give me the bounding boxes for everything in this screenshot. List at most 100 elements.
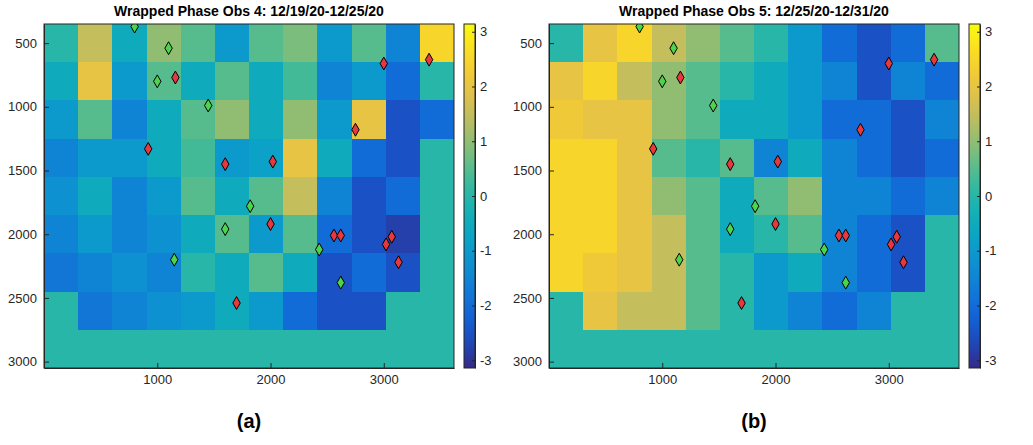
phase-cell <box>420 330 454 368</box>
phase-cell <box>283 139 318 178</box>
y-tick-label: 3000 <box>513 354 542 369</box>
diamond-marker <box>425 53 432 66</box>
phase-cell <box>352 292 387 331</box>
phase-cell <box>617 330 652 368</box>
y-tick-label: 2000 <box>513 227 542 242</box>
marker-series <box>636 24 850 289</box>
diamond-marker <box>676 253 683 266</box>
phase-cell <box>317 100 352 139</box>
colorbar-tick-label: -1 <box>985 243 997 258</box>
phase-cell <box>352 100 387 139</box>
panel-label: (a) <box>237 410 261 432</box>
phase-cell <box>549 139 584 178</box>
colorbar-tick-mark <box>472 87 475 88</box>
diamond-marker <box>165 42 172 55</box>
y-tick-mark <box>549 362 554 363</box>
phase-cell <box>788 215 823 254</box>
marker-series <box>649 53 937 309</box>
figure: 10002000300050010001500200025003000-3-2-… <box>0 0 1033 445</box>
y-tick: 500 <box>15 36 49 51</box>
phase-cell <box>652 62 687 101</box>
phase-cell <box>549 330 584 368</box>
diamond-marker <box>857 123 864 136</box>
phase-cell <box>617 177 652 216</box>
marker-series <box>144 53 432 309</box>
phase-cell <box>352 253 387 292</box>
phase-cell <box>420 62 454 101</box>
phase-cell <box>720 292 755 331</box>
y-tick-mark <box>549 234 554 235</box>
phase-cell <box>549 100 584 139</box>
phase-cell <box>44 100 79 139</box>
phase-cell <box>617 139 652 178</box>
phase-cell <box>352 139 387 178</box>
phase-cell <box>386 253 421 292</box>
phase-cell <box>788 100 823 139</box>
phase-cell <box>720 139 755 178</box>
diamond-marker <box>269 155 276 168</box>
phase-cell <box>386 139 421 178</box>
diamond-marker <box>382 238 389 251</box>
diamond-marker <box>726 158 733 171</box>
phase-cell <box>78 24 113 63</box>
phase-cell <box>686 253 721 292</box>
phase-cell <box>215 292 250 331</box>
phase-cell <box>857 100 892 139</box>
phase-cell <box>925 253 959 292</box>
x-tick: 1000 <box>143 363 172 387</box>
phase-cell <box>317 253 352 292</box>
phase-cell <box>78 253 113 292</box>
colorbar-tick: 3 <box>472 24 487 39</box>
colorbar-tick-label: 0 <box>480 189 487 204</box>
y-tick: 1000 <box>8 99 49 114</box>
phase-cell <box>652 24 687 63</box>
phase-cell <box>420 253 454 292</box>
phase-cell <box>720 177 755 216</box>
colorbar-tick-mark <box>472 251 475 252</box>
x-tick: 2000 <box>762 363 791 387</box>
phase-cell <box>788 62 823 101</box>
phase-cell <box>181 215 216 254</box>
phase-cell <box>215 62 250 101</box>
x-tick-label: 2000 <box>257 372 286 387</box>
phase-cell <box>44 292 79 331</box>
y-tick-label: 1500 <box>8 163 37 178</box>
diamond-marker <box>887 238 894 251</box>
colorbar-tick-mark <box>977 360 980 361</box>
y-tick: 2000 <box>513 227 554 242</box>
plot-area <box>549 24 959 368</box>
phase-cell <box>112 139 147 178</box>
phase-cell <box>686 330 721 368</box>
diamond-marker <box>205 99 212 112</box>
colorbar-axis: -3-2-10123 <box>472 24 492 368</box>
phase-cell <box>617 292 652 331</box>
phase-cell <box>583 292 618 331</box>
diamond-marker <box>710 99 717 112</box>
phase-cell <box>754 177 789 216</box>
phase-cell <box>215 139 250 178</box>
y-tick: 500 <box>520 36 554 51</box>
phase-cell <box>112 215 147 254</box>
diamond-marker <box>380 57 387 70</box>
diamond-marker <box>774 155 781 168</box>
x-tick-mark <box>889 363 890 368</box>
phase-cell <box>386 62 421 101</box>
phase-cell <box>317 177 352 216</box>
y-tick-mark <box>549 107 554 108</box>
phase-cell <box>822 24 857 63</box>
phase-cell <box>583 177 618 216</box>
phase-cell <box>754 24 789 63</box>
phase-cell <box>891 62 926 101</box>
phase-cell <box>181 330 216 368</box>
phase-cell <box>754 292 789 331</box>
y-tick: 1000 <box>513 99 554 114</box>
y-axis: 50010001500200025003000 <box>8 25 49 370</box>
phase-cell <box>147 292 182 331</box>
phase-cell <box>215 215 250 254</box>
diamond-marker <box>221 223 228 236</box>
colorbar-axis-line <box>980 25 981 369</box>
phase-cell <box>78 100 113 139</box>
colorbar-tick-label: 1 <box>985 134 992 149</box>
phase-cell <box>857 62 892 101</box>
colorbar-tick: 0 <box>472 189 487 204</box>
